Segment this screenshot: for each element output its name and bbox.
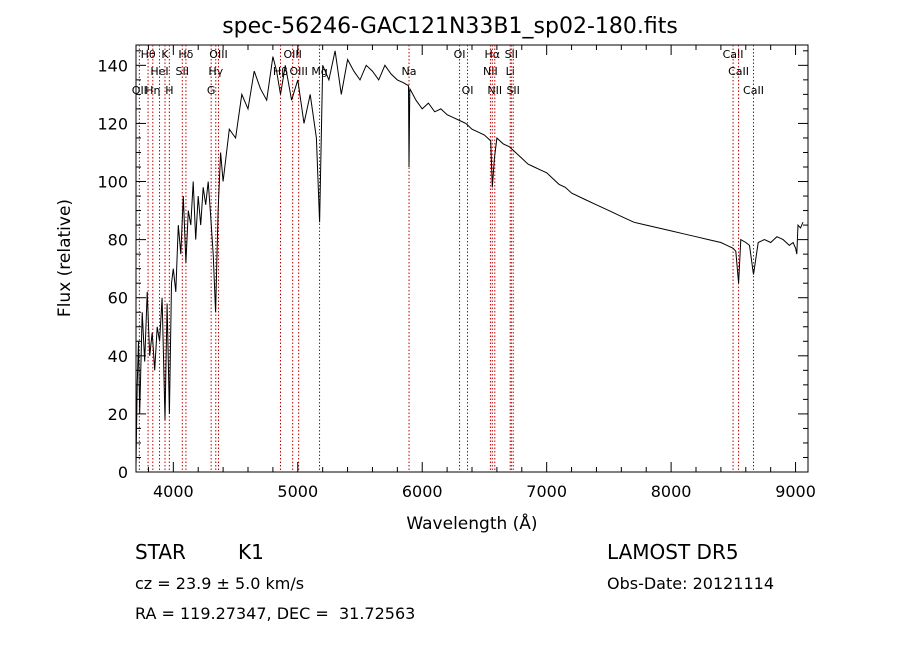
- line-marker-label: CaII: [728, 65, 749, 78]
- spectrum-chart: spec-56246-GAC121N33B1_sp02-180.fitsOIIH…: [55, 14, 816, 534]
- x-tick-label: 7000: [526, 482, 567, 501]
- line-marker-label: NII: [487, 84, 502, 97]
- line-marker-label: HeI: [150, 65, 168, 78]
- line-marker-label: OI: [454, 48, 466, 61]
- x-tick-label: 6000: [402, 482, 443, 501]
- line-marker-label: OIII: [209, 48, 227, 61]
- x-tick-label: 8000: [651, 482, 692, 501]
- x-tick-label: 5000: [277, 482, 318, 501]
- line-marker-label: Hη: [145, 84, 160, 97]
- line-marker-label: Hα: [485, 48, 501, 61]
- coordinates-label: RA = 119.27347, DEC = 31.72563: [135, 604, 416, 623]
- y-tick-label: 20: [108, 405, 128, 424]
- y-tick-label: 0: [118, 463, 128, 482]
- object-subclass: K1: [238, 540, 264, 564]
- line-marker-label: Hβ: [273, 65, 288, 78]
- spectrum-line: [136, 50, 804, 467]
- y-tick-label: 140: [97, 56, 128, 75]
- line-marker-label: SII: [506, 84, 519, 97]
- line-marker-label: OI: [462, 84, 474, 97]
- y-tick-label: 120: [97, 114, 128, 133]
- plot-frame: [135, 44, 809, 473]
- y-axis-label: Flux (relative): [55, 199, 75, 317]
- object-class: STAR: [135, 540, 186, 564]
- x-axis-label: Wavelength (Å): [406, 512, 537, 534]
- line-marker-label: Hδ: [178, 48, 193, 61]
- line-marker-label: Na: [402, 65, 417, 78]
- line-marker-label: K: [161, 48, 169, 61]
- line-marker-label: CaII: [743, 84, 764, 97]
- y-tick-label: 80: [108, 231, 128, 250]
- line-marker-label: G: [207, 84, 216, 97]
- line-marker-label: SII: [505, 48, 518, 61]
- y-tick-label: 100: [97, 173, 128, 192]
- line-marker-label: OII: [132, 84, 147, 97]
- y-tick-label: 40: [108, 347, 128, 366]
- line-marker-label: Hθ: [141, 48, 156, 61]
- redshift-label: cz = 23.9 ± 5.0 km/s: [135, 574, 305, 593]
- line-marker-label: NII: [483, 65, 498, 78]
- y-tick-label: 60: [108, 289, 128, 308]
- line-marker-label: OIII: [289, 65, 307, 78]
- line-marker-label: Li: [506, 65, 515, 78]
- line-marker-label: Hγ: [208, 65, 223, 78]
- line-marker-label: CaII: [723, 48, 744, 61]
- line-marker-label: H: [165, 84, 173, 97]
- line-marker-label: SII: [176, 65, 189, 78]
- survey-label: LAMOST DR5: [607, 540, 739, 564]
- line-marker-label: OIII: [283, 48, 301, 61]
- chart-title: spec-56246-GAC121N33B1_sp02-180.fits: [222, 14, 678, 39]
- obs-date-label: Obs-Date: 20121114: [607, 574, 775, 593]
- x-tick-label: 4000: [153, 482, 194, 501]
- x-tick-label: 9000: [775, 482, 816, 501]
